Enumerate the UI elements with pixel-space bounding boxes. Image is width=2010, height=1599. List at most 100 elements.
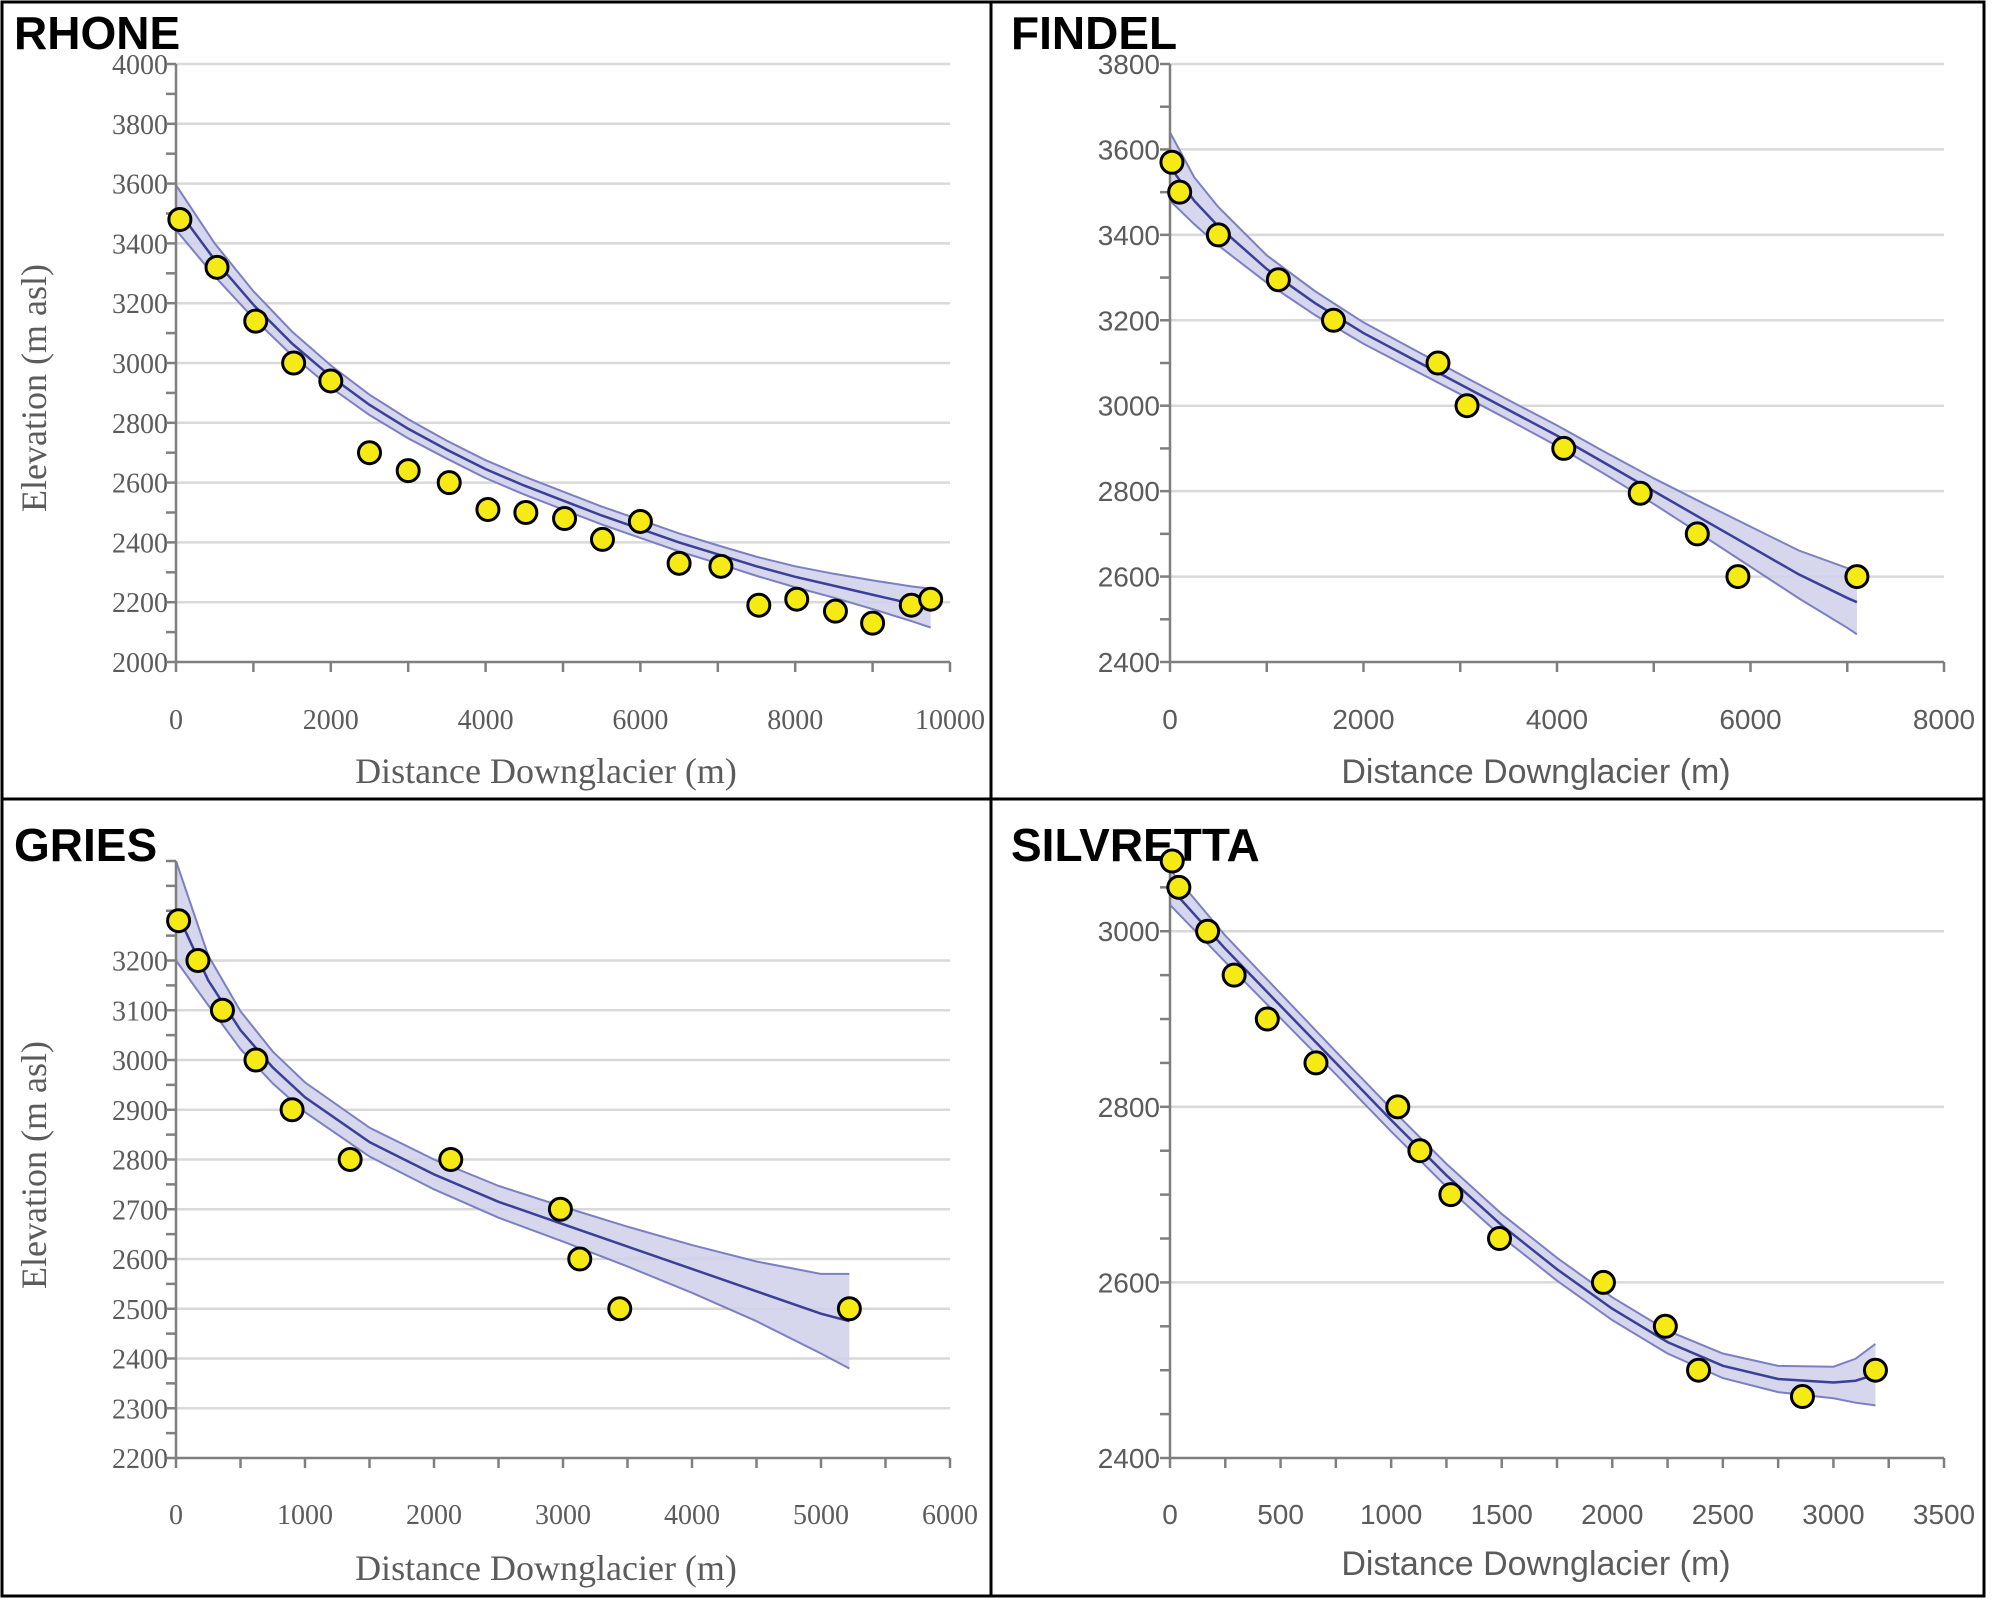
y-tick-label: 2600	[112, 1245, 168, 1276]
data-point	[547, 1196, 573, 1222]
chart-rhone: RHONE Elevation (m asl) Distance Downgla…	[14, 7, 985, 791]
data-point	[436, 470, 462, 496]
data-point	[589, 526, 615, 552]
data-point	[1159, 848, 1185, 874]
data-point	[209, 997, 235, 1023]
x-tick-label: 2000	[1581, 1499, 1643, 1530]
x-tick-label: 4000	[1526, 704, 1588, 735]
axes-gries: 2200 2300 2400 2500 2600 2700 2800 2900 3000 3100…	[112, 859, 978, 1531]
data-point	[279, 1097, 305, 1123]
data-point	[337, 1147, 363, 1172]
y-tick-label: 2400	[1098, 647, 1160, 678]
data-point	[513, 500, 539, 525]
y-tick-label: 4000	[112, 50, 168, 81]
data-point	[607, 1296, 633, 1322]
data-point	[281, 350, 307, 376]
x-axis-title-findel: Distance Downglacier (m)	[1341, 753, 1730, 791]
chart-gries: GRIES Elevation (m asl) Distance Downgla…	[14, 819, 978, 1588]
data-point	[1265, 267, 1291, 293]
data-point	[1789, 1384, 1815, 1410]
data-point	[1321, 307, 1347, 333]
fit-line	[1168, 165, 1858, 604]
data-point	[1407, 1138, 1433, 1164]
confidence-band-area	[176, 861, 850, 1369]
data-point	[860, 610, 886, 636]
data-point	[1627, 480, 1653, 506]
data-point	[243, 308, 269, 334]
y-tick-label: 2400	[112, 1345, 168, 1376]
panel-title-gries: GRIES	[14, 819, 157, 871]
confidence-band-area	[1170, 132, 1857, 635]
data-point	[918, 586, 944, 612]
x-tick-label: 6000	[1719, 704, 1781, 735]
x-axis-title-silvretta: Distance Downglacier (m)	[1341, 1545, 1730, 1583]
x-tick-label: 3500	[1913, 1499, 1975, 1530]
data-point	[1487, 1226, 1513, 1252]
y-tick-label: 2400	[1098, 1443, 1160, 1474]
y-tick-label: 3600	[1098, 134, 1160, 165]
panel-title-rhone: RHONE	[14, 7, 180, 59]
data-point	[318, 368, 344, 394]
y-tick-label: 2600	[1098, 1267, 1160, 1298]
data-point	[1166, 874, 1192, 900]
data-point	[666, 550, 692, 576]
x-tick-label: 2000	[1332, 704, 1394, 735]
x-tick-label: 1000	[1360, 1499, 1422, 1530]
x-tick-label: 2500	[1692, 1499, 1754, 1530]
confidence-band-upper	[1169, 869, 1877, 1368]
data-points-rhone	[167, 206, 944, 636]
confidence-band-upper	[175, 184, 931, 590]
data-point	[1454, 393, 1480, 419]
y-tick-label: 3000	[1098, 391, 1160, 422]
data-point	[1195, 918, 1221, 944]
grid-silvretta	[1170, 929, 1944, 1284]
fit-line-gries	[174, 910, 850, 1323]
y-tick-label: 2800	[112, 1146, 168, 1177]
x-tick-label: 0	[169, 1500, 183, 1531]
y-tick-label: 2200	[112, 1444, 168, 1475]
y-tick-label: 2800	[1098, 1092, 1160, 1123]
x-axis-title-rhone: Distance Downglacier (m)	[355, 751, 737, 791]
y-axis-title-rhone: Elevation (m asl)	[14, 264, 54, 512]
y-tick-label: 3800	[112, 110, 168, 141]
y-tick-label: 3200	[1098, 305, 1160, 336]
confidence-band-upper	[1169, 131, 1858, 572]
axes-silvretta: 2400 2600 2800 3000 0 500 1000 1500 2000 2500 3000…	[1098, 861, 1975, 1530]
x-tick-label: 500	[1257, 1499, 1304, 1530]
x-tick-label: 0	[169, 705, 183, 736]
y-tick-label: 2800	[112, 409, 168, 440]
x-tick-label: 4000	[458, 705, 514, 736]
data-point	[1303, 1050, 1329, 1076]
data-point	[1205, 222, 1231, 248]
data-point	[167, 206, 193, 232]
confidence-band-upper	[175, 860, 850, 1275]
fit-line-findel	[1168, 165, 1858, 604]
data-points-findel	[1159, 149, 1870, 590]
fit-line	[1169, 886, 1876, 1384]
data-point	[395, 458, 421, 484]
confidence-band-silvretta	[1169, 869, 1877, 1407]
data-point	[475, 497, 501, 523]
x-tick-label: 2000	[406, 1500, 462, 1531]
y-tick-label: 2900	[112, 1096, 168, 1127]
fit-line	[174, 910, 850, 1323]
x-tick-label: 6000	[922, 1500, 978, 1531]
data-point	[1686, 1357, 1712, 1383]
data-point	[1221, 962, 1247, 988]
confidence-band-lower	[175, 229, 931, 629]
x-tick-label: 1000	[277, 1500, 333, 1531]
data-point	[1159, 149, 1185, 175]
x-tick-label: 5000	[793, 1500, 849, 1531]
x-tick-label: 6000	[612, 705, 668, 736]
data-point	[1652, 1313, 1678, 1339]
x-tick-label: 3000	[535, 1500, 591, 1531]
confidence-band-lower	[1169, 199, 1858, 636]
data-point	[1425, 350, 1451, 376]
data-point	[1254, 1006, 1280, 1032]
data-point	[836, 1296, 862, 1322]
confidence-band-lower	[1169, 904, 1876, 1407]
y-tick-label: 3000	[112, 1046, 168, 1077]
y-tick-label: 3400	[1098, 220, 1160, 251]
data-point	[243, 1047, 269, 1073]
